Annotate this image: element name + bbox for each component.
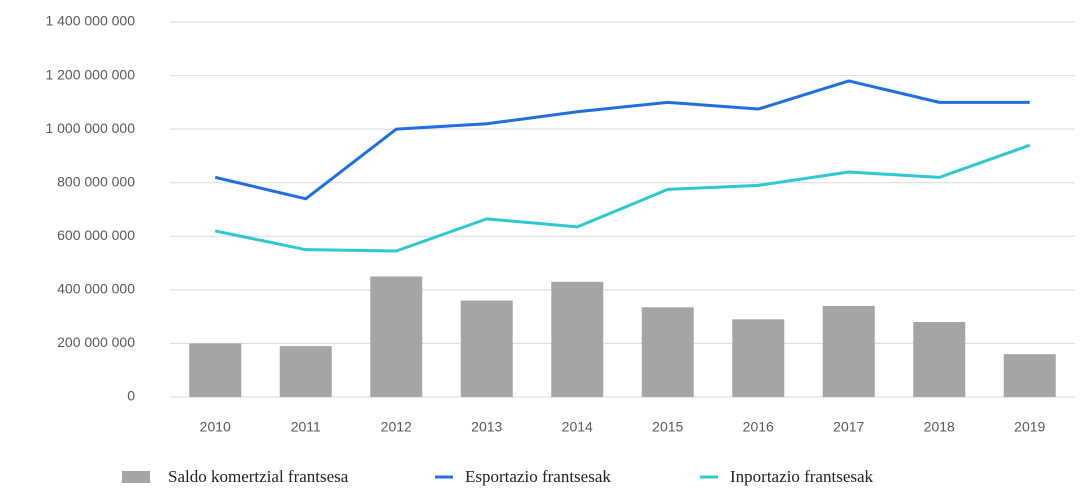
- y-tick-label: 600 000 000: [57, 227, 135, 243]
- bar: [1003, 354, 1056, 397]
- x-tick-label: 2017: [833, 419, 864, 435]
- bar: [732, 319, 785, 397]
- x-tick-label: 2019: [1014, 419, 1045, 435]
- x-tick-label: 2012: [381, 419, 412, 435]
- line: [214, 79, 1030, 201]
- x-tick-label: 2016: [743, 419, 774, 435]
- y-tick-label: 800 000 000: [57, 173, 135, 189]
- x-tick-label: 2011: [291, 419, 321, 435]
- bar: [822, 305, 875, 397]
- y-tick-label: 0: [127, 388, 135, 404]
- legend: Saldo komertzial frantsesa Esportazio fra…: [122, 467, 874, 486]
- legend-label: Inportazio frantsesak: [730, 467, 874, 486]
- x-tick-label: 2010: [200, 419, 231, 435]
- legend-label: Esportazio frantsesak: [465, 467, 611, 486]
- y-tick-label: 1 200 000 000: [45, 66, 135, 82]
- y-tick-label: 1 400 000 000: [45, 13, 135, 29]
- bar: [370, 276, 423, 397]
- x-tick-label: 2015: [652, 419, 683, 435]
- x-tick-label: 2018: [924, 419, 955, 435]
- legend-label: Saldo komertzial frantsesa: [168, 467, 349, 486]
- y-tick-label: 200 000 000: [57, 334, 135, 350]
- bar: [913, 322, 966, 397]
- bar: [189, 343, 242, 397]
- y-tick-label: 400 000 000: [57, 281, 135, 297]
- legend-swatch: [122, 471, 150, 483]
- line: [214, 143, 1031, 253]
- bar: [279, 346, 332, 397]
- x-tick-label: 2013: [471, 419, 502, 435]
- x-tick-label: 2014: [562, 419, 593, 435]
- bar: [460, 300, 513, 397]
- bar: [641, 307, 694, 397]
- y-tick-label: 1 000 000 000: [45, 120, 135, 136]
- bar: [551, 281, 604, 397]
